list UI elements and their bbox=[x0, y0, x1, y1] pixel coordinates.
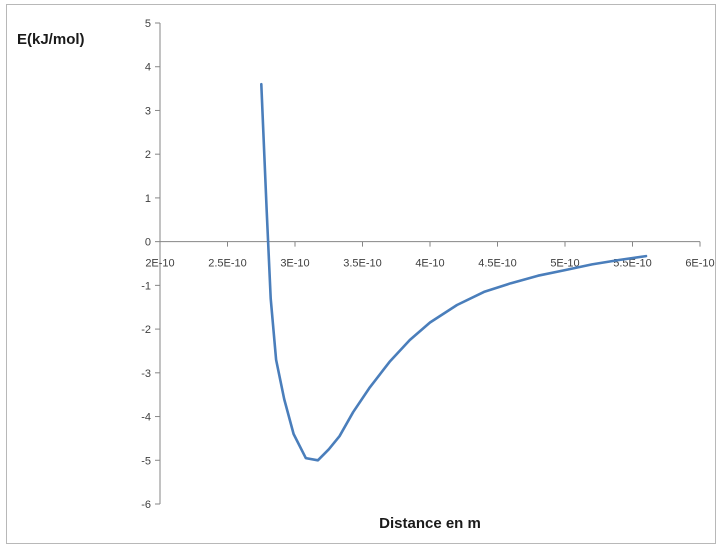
x-tick-label: 3E-10 bbox=[280, 258, 309, 270]
y-tick-label: -1 bbox=[141, 280, 151, 292]
y-tick-label: 0 bbox=[145, 237, 151, 249]
x-tick-label: 2E-10 bbox=[145, 258, 174, 270]
y-tick-label: -5 bbox=[141, 455, 151, 467]
axes bbox=[155, 22, 701, 505]
y-axis-title: E(kJ/mol) bbox=[17, 31, 85, 48]
y-tick-label: 1 bbox=[145, 193, 151, 205]
y-tick-label: -3 bbox=[141, 368, 151, 380]
x-tick-label: 5E-10 bbox=[550, 258, 579, 270]
x-tick-label: 4.5E-10 bbox=[478, 258, 517, 270]
series-layer bbox=[259, 82, 648, 462]
y-tick-label: 3 bbox=[145, 105, 151, 117]
y-tick-label: 5 bbox=[145, 18, 151, 30]
series-line bbox=[259, 82, 648, 462]
tick-labels: 5 4 3 2 1 0 -1 -2 -3 -4 -5 -6 2E-10 2.5E-10 3E-10 3.5E-… bbox=[141, 18, 714, 511]
x-tick-label: 2.5E-10 bbox=[208, 258, 247, 270]
y-tick-label: -6 bbox=[141, 499, 151, 511]
y-tick-label: 4 bbox=[145, 62, 151, 74]
chart-area bbox=[6, 4, 716, 544]
x-tick-label: 3.5E-10 bbox=[343, 258, 382, 270]
y-tick-label: -4 bbox=[141, 412, 151, 424]
x-tick-label: 6E-10 bbox=[685, 258, 714, 270]
x-tick-label: 4E-10 bbox=[415, 258, 444, 270]
x-axis-title: Distance en m bbox=[379, 515, 481, 532]
y-tick-label: -2 bbox=[141, 324, 151, 336]
y-tick-label: 2 bbox=[145, 149, 151, 161]
